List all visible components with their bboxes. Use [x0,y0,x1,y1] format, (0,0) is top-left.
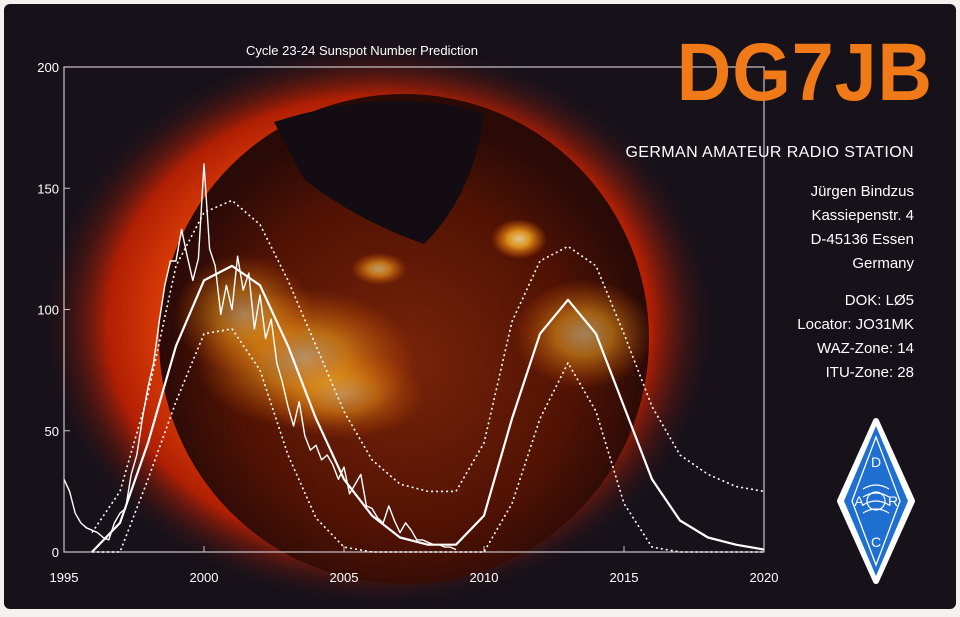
logo-letter-d: D [871,454,881,470]
address-block: Jürgen Bindzus Kassiepenstr. 4 D-45136 E… [704,180,914,276]
sunspot-chart: 1995 2000 2005 2010 2015 2020 0 50 100 150 200 Cyc… [4,4,956,609]
y-tick-label: 0 [52,545,59,560]
series-line-4-dotted [92,328,764,553]
axis-ticks: 1995 2000 2005 2010 2015 2020 0 50 100 150 200 [37,60,778,585]
y-tick-label: 150 [37,181,59,196]
station-info-block: DOK: LØ5 Locator: JO31MK WAZ-Zone: 14 IT… [704,289,914,385]
address-city: D-45136 Essen [810,231,914,248]
series-line-2-solid [91,264,765,553]
info-waz-zone: WAZ-Zone: 14 [817,340,914,357]
darc-diamond-logo: D A R C [837,418,915,584]
logo-letter-r: R [888,493,898,509]
logo-letter-a: A [854,493,864,509]
x-tick-label: 2020 [750,570,779,585]
y-tick-label: 200 [37,60,59,75]
x-tick-label: 2005 [330,570,359,585]
qsl-card: 1995 2000 2005 2010 2015 2020 0 50 100 150 200 Cyc… [4,4,956,609]
series-line-1-solid-noisy [63,163,457,551]
y-tick-label: 50 [45,424,59,439]
logo-letter-c: C [871,534,881,550]
y-tick-label: 100 [37,303,59,318]
chart-title: Cycle 23-24 Sunspot Number Prediction [246,43,478,58]
address-name: Jürgen Bindzus [810,183,914,200]
x-tick-label: 1995 [50,570,79,585]
x-tick-label: 2015 [610,570,639,585]
address-country: Germany [852,255,914,272]
sun-photo [39,39,719,609]
coronal-hole [274,100,484,244]
chart-series [63,163,765,553]
callsign: DG7JB [676,27,933,118]
station-subtitle: GERMAN AMATEUR RADIO STATION [625,144,914,161]
x-tick-label: 2010 [470,570,499,585]
info-dok: DOK: LØ5 [844,292,914,309]
info-itu-zone: ITU-Zone: 28 [825,364,914,381]
series-line-3-dotted [91,199,765,534]
info-locator: Locator: JO31MK [797,316,914,333]
address-street: Kassiepenstr. 4 [811,207,914,224]
x-tick-label: 2000 [190,570,219,585]
